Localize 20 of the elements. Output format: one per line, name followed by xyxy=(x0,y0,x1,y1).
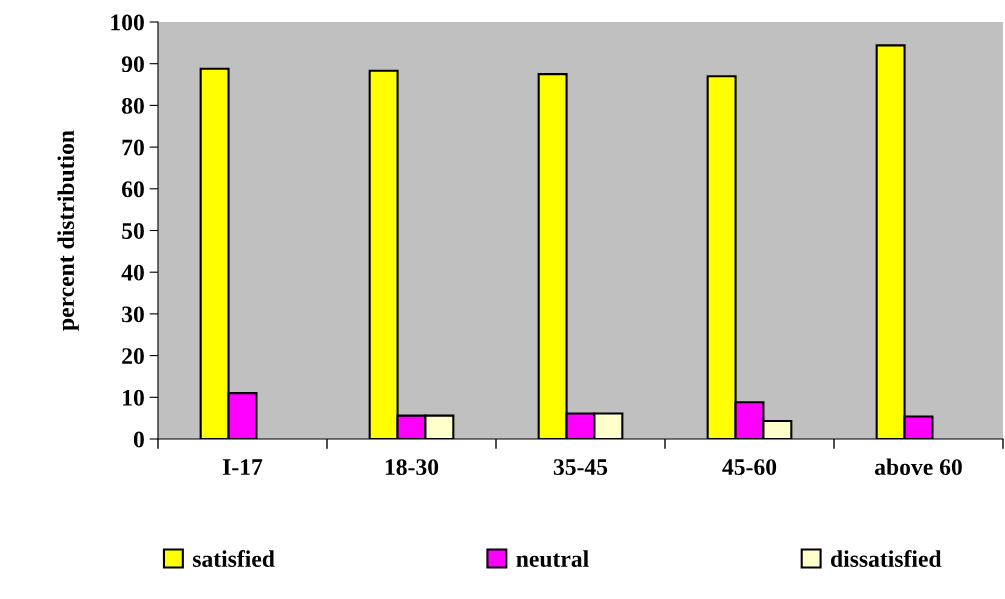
y-tick-label: 50 xyxy=(122,222,144,239)
legend-label: satisfied xyxy=(193,550,275,567)
legend-label: neutral xyxy=(516,550,589,568)
y-axis-title: percent distribution xyxy=(57,130,79,331)
x-tick-label: 18-30 xyxy=(385,459,439,476)
y-tick-label: 90 xyxy=(121,56,144,73)
y-tick-label: 70 xyxy=(122,139,144,156)
y-tick-label: 60 xyxy=(122,181,144,198)
legend-label: dissatisfied xyxy=(830,550,942,567)
x-tick-label: above 60 xyxy=(874,458,962,476)
y-tick-label: 100 xyxy=(111,14,144,31)
y-tick-label: 30 xyxy=(122,306,144,323)
x-tick-label: 35-45 xyxy=(553,459,608,476)
y-tick-label: 0 xyxy=(133,431,144,448)
y-tick-label: 40 xyxy=(121,264,144,281)
y-tick-label: 80 xyxy=(121,97,144,114)
y-tick-label: 20 xyxy=(122,348,144,365)
x-tick-label: 45-60 xyxy=(722,459,777,476)
x-tick-label: I-17 xyxy=(222,459,263,475)
y-tick-label: 10 xyxy=(123,389,144,406)
